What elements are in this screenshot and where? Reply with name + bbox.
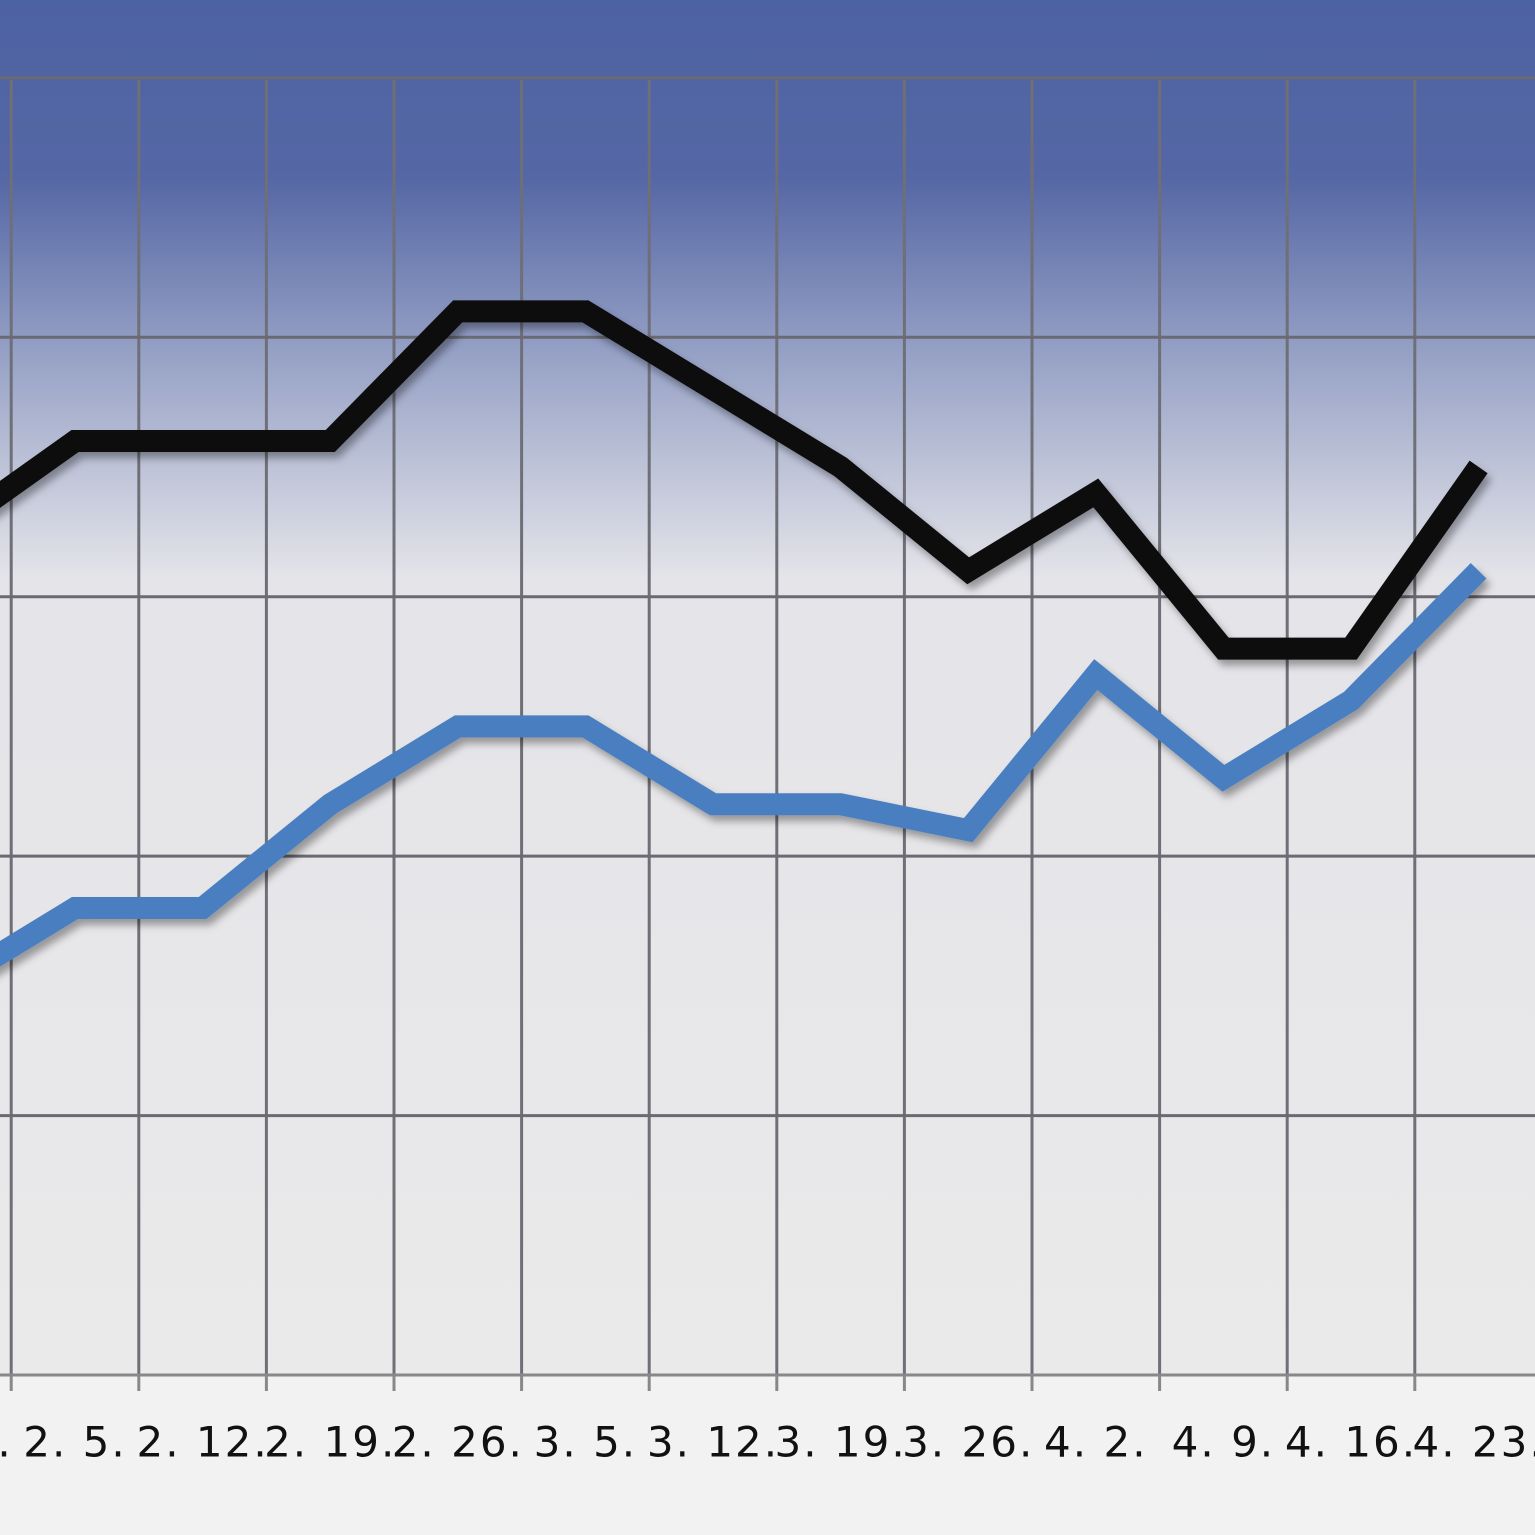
data-line xyxy=(0,563,1487,967)
x-tick-label: 4. 2. xyxy=(1044,1418,1148,1467)
x-tick-label: . xyxy=(0,1418,13,1467)
x-tick-label: 2. 19. xyxy=(264,1418,396,1467)
axis-area xyxy=(0,1375,1535,1535)
x-tick-label: 3. 12. xyxy=(647,1418,779,1467)
x-tick-label: 3. 19. xyxy=(774,1418,906,1467)
data-line xyxy=(0,300,1488,660)
x-tick-label: 2. 12. xyxy=(136,1418,268,1467)
x-tick-label: 4. 16. xyxy=(1285,1418,1417,1467)
x-tick-label: 4. 9. xyxy=(1172,1418,1276,1467)
x-tick-label: 2. 5. xyxy=(23,1418,127,1467)
x-tick-label: 3. 5. xyxy=(534,1418,638,1467)
x-tick-label: 4. 23. xyxy=(1412,1418,1535,1467)
x-tick-label: 3. 26. xyxy=(902,1418,1034,1467)
plot-area xyxy=(0,0,1535,1375)
x-tick-label: 2. 26. xyxy=(392,1418,524,1467)
